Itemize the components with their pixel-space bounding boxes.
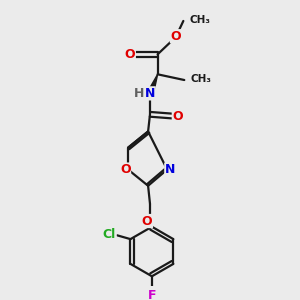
Text: N: N — [165, 163, 175, 176]
Text: O: O — [142, 214, 152, 227]
Text: O: O — [172, 110, 183, 123]
Text: O: O — [120, 163, 130, 176]
Text: N: N — [145, 87, 155, 100]
Text: O: O — [125, 48, 135, 61]
Text: F: F — [148, 289, 156, 300]
Text: Cl: Cl — [103, 228, 116, 241]
Text: CH₃: CH₃ — [189, 15, 210, 25]
Polygon shape — [147, 74, 158, 95]
Text: H: H — [134, 87, 145, 100]
Text: O: O — [170, 30, 181, 43]
Text: CH₃: CH₃ — [191, 74, 212, 84]
